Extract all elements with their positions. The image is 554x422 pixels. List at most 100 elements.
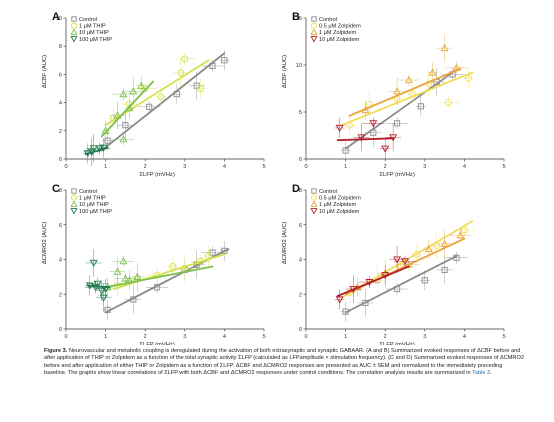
data-point [87, 148, 96, 157]
x-tick-label: 3 [183, 164, 186, 170]
data-point [177, 69, 185, 77]
legend-label: 1 μM THIP [79, 24, 106, 30]
x-axis-label: ΣLFP (mVHz) [139, 172, 174, 178]
data-point [83, 150, 92, 158]
data-point [428, 68, 437, 76]
data-point [93, 280, 102, 288]
data-point [197, 85, 205, 92]
legend-marker [310, 36, 318, 43]
panel-b: B 0 1 2 3 4 5 0 5 10 15 ΣLFP (mVHz) ΔCBF (AUC) Contro… [282, 11, 506, 178]
data-point [129, 87, 138, 95]
legend-label: 10 μM THIP [79, 30, 109, 36]
y-axis-label: ΔCMRO2 (AUC) [282, 221, 288, 264]
y-axis-label: ΔCBF (AUC) [42, 55, 48, 88]
data-point [221, 57, 228, 64]
data-point [381, 272, 390, 280]
data-point [381, 145, 390, 153]
y-tick-label: 8 [299, 188, 302, 194]
caption-text: Neurovascular and metabolic coupling is … [44, 348, 524, 377]
y-tick-label: 8 [59, 188, 62, 194]
data-point [453, 254, 460, 261]
x-tick-label: 4 [223, 164, 226, 170]
data-point [409, 90, 417, 98]
data-point [413, 250, 421, 258]
panel-d: D 0 1 2 3 4 5 0 2 4 6 8 ΣLFP (mVHz) ΔCMRO2 (AUC) Contr… [282, 183, 506, 345]
data-point [95, 145, 104, 153]
legend-label: 100 μM THIP [79, 37, 112, 43]
x-tick-label: 3 [423, 164, 426, 170]
legend-marker [70, 28, 78, 35]
legend-marker [310, 200, 318, 207]
data-point [456, 231, 465, 239]
x-tick-label: 0 [64, 334, 67, 340]
data-point [357, 134, 366, 142]
legend-label: 10 μM Zolpidem [319, 209, 360, 215]
legend-marker [70, 200, 78, 207]
y-tick-label: 4 [59, 101, 62, 107]
panel-c: C 0 1 2 3 4 5 0 2 4 6 8 ΣLFP (mVHz) ΔCMRO2 (AUC) Contr… [42, 183, 266, 345]
table-3-link[interactable]: Table 3 [472, 370, 491, 377]
series [340, 67, 464, 161]
y-axis-label: ΔCMRO2 (AUC) [42, 221, 48, 264]
fit-line [336, 137, 395, 142]
data-point [362, 299, 369, 306]
legend-label: 1 μM THIP [79, 196, 106, 202]
series [100, 50, 230, 152]
series [82, 134, 111, 166]
data-point [440, 43, 449, 52]
y-tick-label: 0 [59, 327, 62, 333]
data-point [137, 81, 146, 89]
series [102, 240, 230, 320]
panel-letter: A [52, 11, 60, 23]
y-tick-label: 0 [299, 157, 302, 163]
data-point [342, 147, 349, 154]
x-tick-label: 3 [423, 334, 426, 340]
series [84, 248, 112, 312]
series [340, 251, 468, 322]
legend-marker [310, 22, 318, 29]
legend-label: 1 μM Zolpidem [319, 202, 356, 208]
data-point [97, 287, 106, 295]
legend-marker [311, 188, 317, 194]
data-point [157, 93, 165, 101]
legend-label: Control [319, 189, 337, 195]
y-tick-label: 2 [59, 292, 62, 298]
data-point [401, 258, 409, 266]
figure-caption: Figure 3. Neurovascular and metabolic co… [44, 348, 524, 378]
x-tick-label: 0 [64, 164, 67, 170]
data-point [113, 111, 122, 119]
fit-line [112, 253, 226, 290]
data-point [346, 121, 354, 129]
x-tick-label: 1 [104, 164, 107, 170]
x-tick-label: 5 [502, 334, 505, 340]
series [348, 34, 468, 121]
x-axis-label: ΣLFP (mVHz) [379, 172, 414, 178]
y-tick-label: 2 [59, 129, 62, 135]
data-point [421, 277, 428, 284]
x-tick-label: 0 [304, 334, 307, 340]
data-point [113, 267, 122, 275]
y-tick-label: 4 [299, 258, 302, 264]
data-point [181, 55, 189, 63]
y-tick-label: 5 [299, 110, 302, 116]
data-point [173, 91, 180, 98]
data-point [85, 282, 94, 290]
y-tick-label: 6 [59, 223, 62, 229]
data-point [209, 249, 216, 256]
y-tick-label: 6 [299, 223, 302, 229]
data-point [101, 126, 110, 134]
fit-line [104, 265, 214, 289]
x-tick-label: 5 [262, 164, 265, 170]
series [102, 255, 214, 298]
legend-label: 10 μM Zolpidem [319, 37, 360, 43]
data-point [361, 105, 370, 114]
data-point [169, 263, 177, 270]
panel-letter: D [292, 183, 300, 195]
legend-marker [310, 208, 318, 215]
data-point [404, 75, 413, 84]
legend-label: Control [79, 17, 97, 23]
data-point [365, 279, 374, 287]
data-point [133, 272, 142, 280]
data-point [119, 135, 128, 143]
